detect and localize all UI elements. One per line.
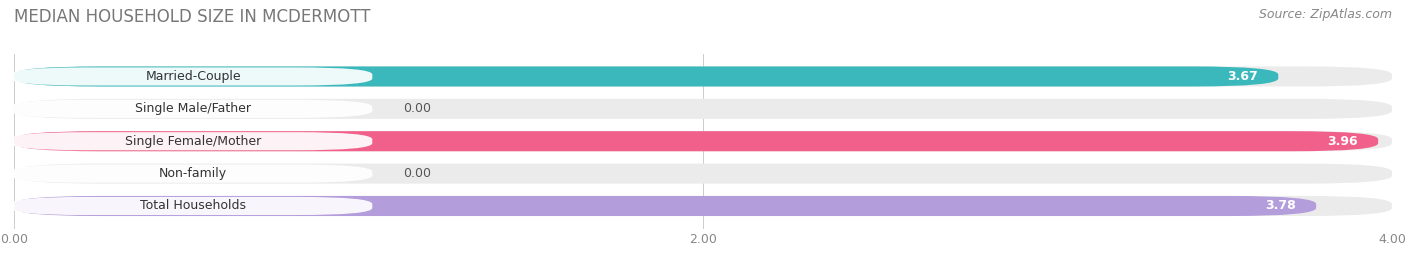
FancyBboxPatch shape (11, 197, 373, 215)
FancyBboxPatch shape (14, 131, 1392, 151)
Text: 3.96: 3.96 (1327, 135, 1358, 148)
Text: 3.78: 3.78 (1265, 200, 1295, 213)
FancyBboxPatch shape (14, 164, 1392, 184)
Text: Married-Couple: Married-Couple (145, 70, 240, 83)
FancyBboxPatch shape (14, 66, 1392, 87)
FancyBboxPatch shape (14, 196, 1316, 216)
FancyBboxPatch shape (14, 99, 1392, 119)
FancyBboxPatch shape (11, 165, 373, 183)
Text: Non-family: Non-family (159, 167, 228, 180)
Text: MEDIAN HOUSEHOLD SIZE IN MCDERMOTT: MEDIAN HOUSEHOLD SIZE IN MCDERMOTT (14, 8, 371, 26)
FancyBboxPatch shape (14, 196, 1392, 216)
Text: Total Households: Total Households (141, 200, 246, 213)
Text: 0.00: 0.00 (404, 102, 432, 115)
FancyBboxPatch shape (11, 132, 373, 150)
FancyBboxPatch shape (14, 66, 1278, 87)
Text: 0.00: 0.00 (404, 167, 432, 180)
FancyBboxPatch shape (11, 100, 373, 118)
FancyBboxPatch shape (14, 131, 1378, 151)
Text: Single Female/Mother: Single Female/Mother (125, 135, 262, 148)
Text: Single Male/Father: Single Male/Father (135, 102, 252, 115)
Text: 3.67: 3.67 (1227, 70, 1257, 83)
FancyBboxPatch shape (11, 68, 373, 86)
Text: Source: ZipAtlas.com: Source: ZipAtlas.com (1258, 8, 1392, 21)
